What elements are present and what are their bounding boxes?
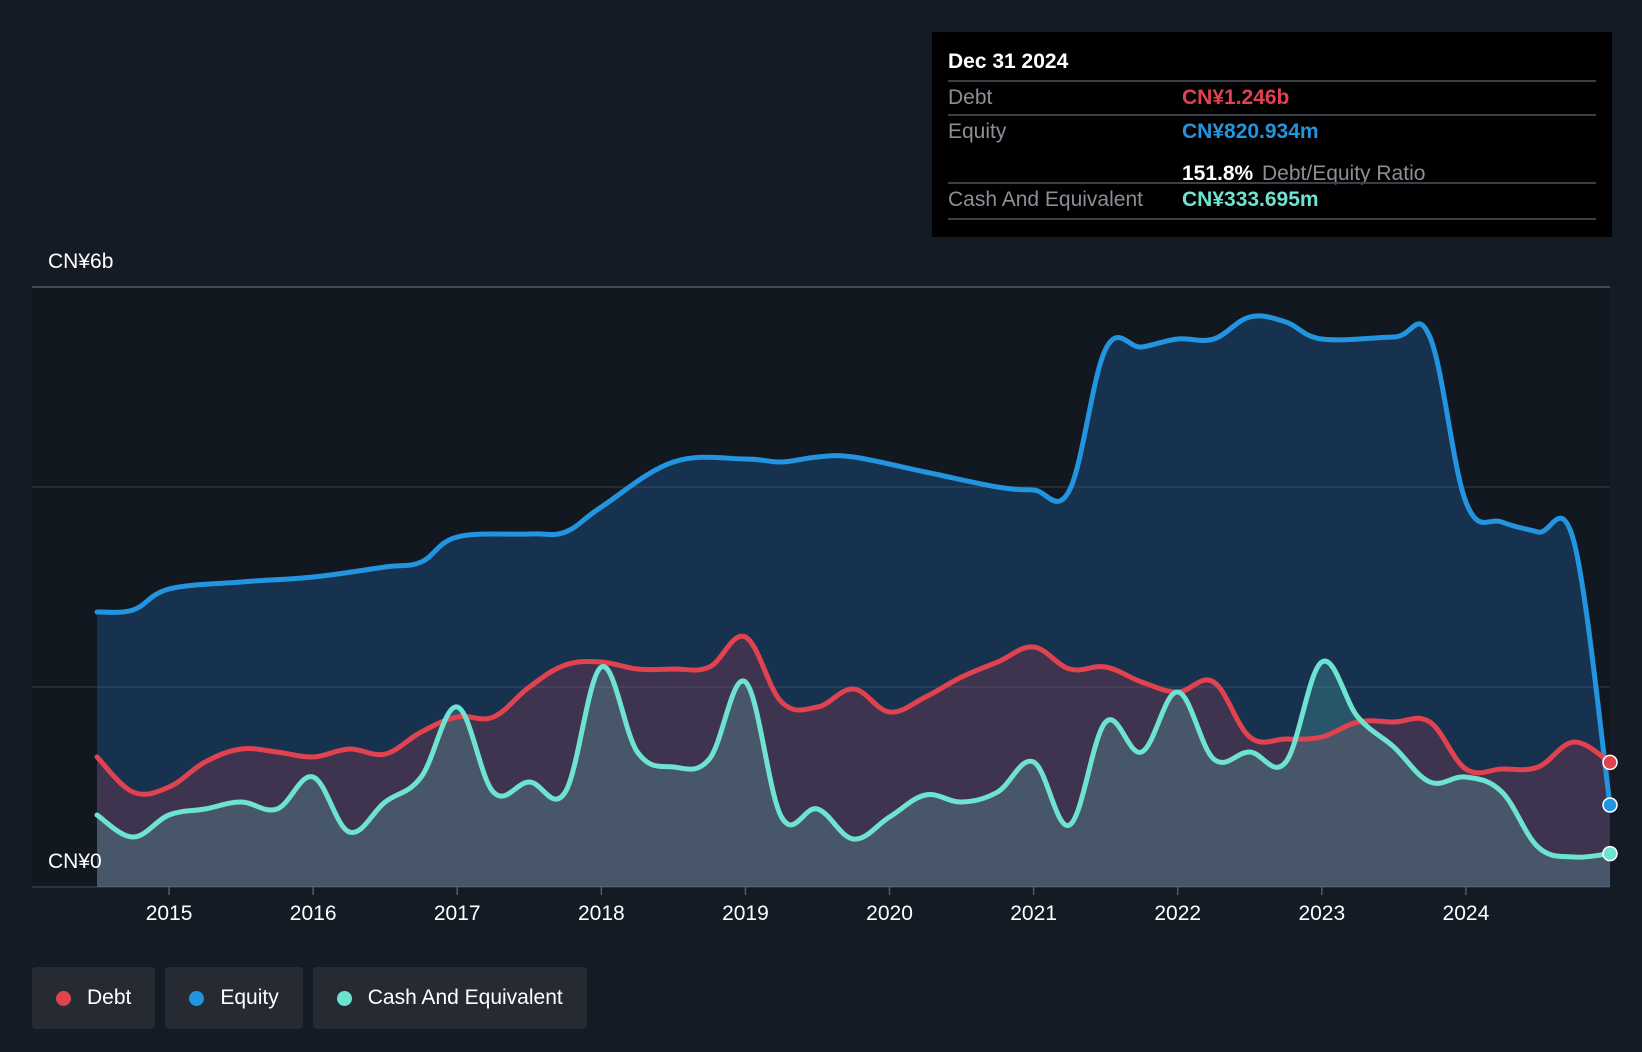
y-axis-zero-label: CN¥0 bbox=[48, 850, 102, 873]
x-tick-label: 2022 bbox=[1154, 902, 1201, 925]
tooltip-debt-value: CN¥1.246b bbox=[1182, 86, 1290, 109]
x-tick-label: 2017 bbox=[434, 902, 481, 925]
equity-line bbox=[94, 313, 1613, 808]
y-axis-max-label: CN¥6b bbox=[48, 250, 114, 273]
debt-area bbox=[97, 636, 1610, 887]
cash-line bbox=[94, 658, 1613, 860]
x-tick-label: 2018 bbox=[578, 902, 625, 925]
cash-area bbox=[97, 661, 1610, 887]
cash-end-marker bbox=[1602, 845, 1618, 862]
legend-equity-label: Equity bbox=[220, 986, 279, 1009]
cash-dot-icon bbox=[336, 990, 352, 1006]
debt-end-marker bbox=[1602, 754, 1618, 771]
x-tick-label: 2015 bbox=[146, 902, 193, 925]
x-tick-label: 2024 bbox=[1443, 902, 1490, 925]
x-tick-label: 2020 bbox=[866, 902, 913, 925]
x-tick-label: 2016 bbox=[290, 902, 337, 925]
legend: Debt Equity Cash And Equivalent bbox=[32, 967, 587, 1029]
tooltip-equity-label: Equity bbox=[948, 120, 1007, 143]
legend-cash-label: Cash And Equivalent bbox=[367, 986, 563, 1009]
tooltip-equity-value: CN¥820.934m bbox=[1182, 120, 1319, 143]
tooltip-debt-label: Debt bbox=[948, 86, 993, 109]
x-tick-label: 2021 bbox=[1010, 902, 1057, 925]
tooltip-cash-value: CN¥333.695m bbox=[1182, 188, 1319, 211]
tooltip-debt-row: Debt CN¥1.246b bbox=[948, 80, 1596, 116]
tooltip-ratio-label: Debt/Equity Ratio bbox=[1262, 162, 1426, 185]
x-tick-label: 2019 bbox=[722, 902, 769, 925]
legend-item-equity[interactable]: Equity bbox=[165, 967, 303, 1029]
tooltip-date: Dec 31 2024 bbox=[948, 50, 1069, 73]
legend-debt-label: Debt bbox=[87, 986, 132, 1009]
equity-end-marker bbox=[1602, 797, 1618, 813]
tooltip-cash-row: Cash And Equivalent CN¥333.695m bbox=[948, 182, 1596, 220]
legend-item-cash[interactable]: Cash And Equivalent bbox=[312, 967, 587, 1029]
tooltip-panel: Dec 31 2024 Debt CN¥1.246b Equity CN¥820… bbox=[932, 32, 1612, 237]
tooltip-ratio-value: 151.8% bbox=[1182, 162, 1254, 185]
tooltip-equity-row: Equity CN¥820.934m bbox=[948, 114, 1596, 150]
debt-dot-icon bbox=[56, 990, 71, 1006]
equity-dot-icon bbox=[189, 990, 205, 1006]
debt-line bbox=[94, 633, 1613, 797]
x-tick-label: 2023 bbox=[1298, 902, 1345, 925]
tooltip-cash-label: Cash And Equivalent bbox=[948, 188, 1143, 211]
legend-item-debt[interactable]: Debt bbox=[32, 967, 156, 1029]
